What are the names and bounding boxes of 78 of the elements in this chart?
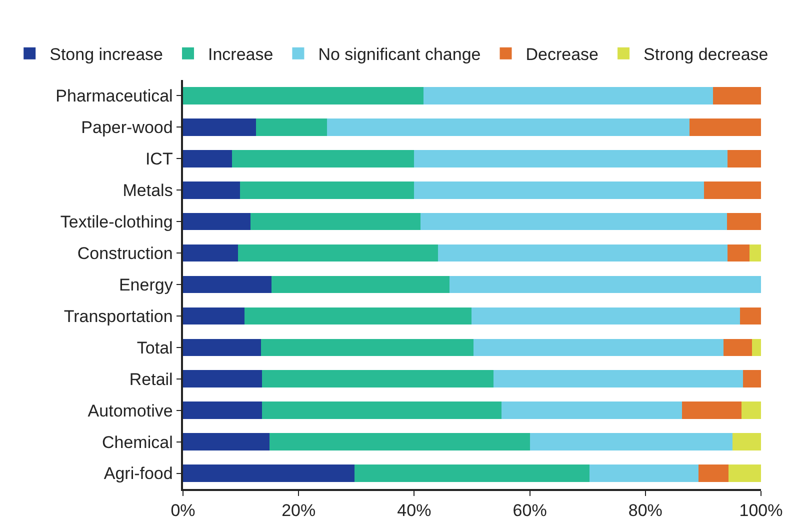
bar	[493, 370, 744, 388]
bar	[726, 212, 761, 230]
bar	[752, 338, 761, 356]
bar	[589, 464, 699, 482]
y-tick-label: Agri-food	[104, 464, 173, 484]
bar	[232, 150, 414, 168]
bar	[183, 370, 262, 388]
bar	[741, 402, 761, 419]
bar	[183, 433, 270, 450]
y-tick-label: Retail	[129, 370, 173, 389]
bar	[250, 212, 421, 230]
x-tick-label: 60%	[512, 501, 547, 520]
bar	[728, 464, 761, 482]
bar	[183, 338, 262, 356]
x-tick-label: 0%	[170, 501, 196, 520]
bar	[414, 181, 704, 199]
bar	[262, 402, 502, 419]
bar	[262, 370, 494, 388]
y-tick-label: Construction	[77, 244, 173, 263]
bar	[183, 87, 424, 104]
y-tick-label: Total	[136, 338, 173, 358]
y-tick-label: Chemical	[102, 432, 173, 452]
x-tick-label: 80%	[628, 501, 662, 520]
bar	[270, 433, 530, 450]
bar	[682, 402, 742, 419]
bar	[732, 433, 761, 450]
y-tick-label: ICT	[145, 150, 173, 169]
bar	[240, 181, 414, 199]
legend-label: No significant change	[318, 45, 481, 64]
bar	[256, 118, 327, 136]
bar	[271, 276, 450, 294]
bar	[689, 118, 761, 136]
bar	[530, 433, 733, 450]
bar	[414, 150, 728, 168]
bar	[354, 464, 590, 482]
x-tick-label: 100%	[739, 501, 783, 520]
bar	[474, 338, 724, 356]
bar	[749, 244, 761, 262]
bar	[244, 307, 472, 325]
bar	[183, 464, 355, 482]
bar	[183, 276, 272, 294]
bar	[183, 212, 251, 230]
x-tick-label: 20%	[282, 501, 316, 520]
bar	[723, 338, 752, 356]
y-tick-label: Metals	[122, 181, 173, 200]
bar	[420, 212, 727, 230]
bar	[743, 370, 761, 388]
bar	[423, 87, 714, 104]
bar	[471, 307, 740, 325]
bar	[727, 150, 761, 168]
bar	[438, 244, 728, 262]
legend-label: Decrease	[526, 45, 599, 64]
bar	[740, 307, 761, 325]
bar	[183, 307, 244, 325]
bar	[704, 181, 761, 199]
y-tick-label: Textile-clothing	[60, 212, 173, 232]
legend-label: Stong increase	[50, 45, 164, 64]
legend-label: Increase	[208, 45, 274, 64]
bar	[698, 464, 729, 482]
bar	[449, 276, 761, 294]
bar	[326, 118, 690, 136]
bar	[501, 402, 682, 419]
bar	[727, 244, 750, 262]
y-tick-label: Paper-wood	[81, 118, 173, 138]
bar	[183, 181, 240, 199]
bar	[183, 402, 262, 419]
x-tick-label: 40%	[397, 501, 432, 520]
y-tick-label: Automotive	[88, 401, 173, 420]
y-tick-label: Transportation	[64, 306, 173, 326]
bar	[261, 338, 474, 356]
bar	[713, 87, 761, 104]
bar	[183, 244, 238, 262]
bar	[183, 118, 256, 136]
bar	[238, 244, 438, 262]
legend-label: Strong decrease	[644, 45, 768, 64]
bar	[183, 150, 232, 168]
y-tick-label: Energy	[118, 275, 174, 294]
y-tick-label: Pharmaceutical	[56, 86, 173, 106]
